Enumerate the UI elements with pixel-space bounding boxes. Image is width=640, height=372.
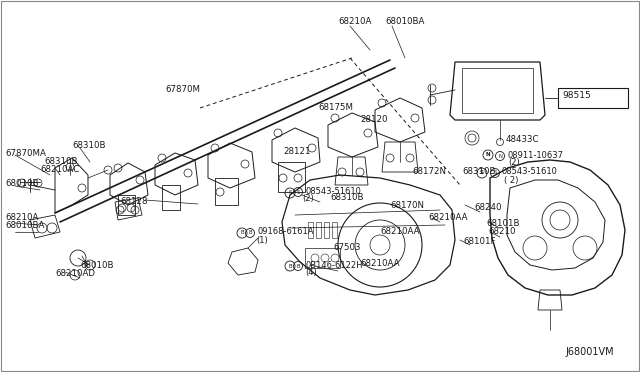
Text: 68210AA: 68210AA xyxy=(360,259,399,267)
Text: B: B xyxy=(248,231,252,235)
Text: 08543-51610: 08543-51610 xyxy=(502,167,558,176)
Text: B: B xyxy=(240,231,244,235)
Text: 67503: 67503 xyxy=(333,244,360,253)
Text: N: N xyxy=(486,153,490,157)
Text: 68240: 68240 xyxy=(474,203,502,212)
Text: (1): (1) xyxy=(256,235,268,244)
Text: 48433C: 48433C xyxy=(506,135,540,144)
Text: 68310B: 68310B xyxy=(44,157,77,166)
Text: 08911-10637: 08911-10637 xyxy=(507,151,563,160)
Text: 68010BA: 68010BA xyxy=(385,16,424,26)
Text: 68010B: 68010B xyxy=(5,180,38,189)
Text: ( 2): ( 2) xyxy=(504,176,518,185)
Text: (4): (4) xyxy=(305,269,317,278)
Text: 0B146-6122H: 0B146-6122H xyxy=(305,260,362,269)
Text: 68010B: 68010B xyxy=(80,260,113,269)
Text: 68210A: 68210A xyxy=(338,16,371,26)
Text: 68210: 68210 xyxy=(488,227,515,235)
Text: 68172N: 68172N xyxy=(412,167,446,176)
Text: 68210AC: 68210AC xyxy=(40,166,79,174)
Text: 98515: 98515 xyxy=(562,92,591,100)
Text: 68128: 68128 xyxy=(120,198,147,206)
Text: 68310B: 68310B xyxy=(72,141,106,150)
Text: 68101B: 68101B xyxy=(486,218,520,228)
Text: 67870MA: 67870MA xyxy=(5,148,46,157)
Text: 68175M: 68175M xyxy=(318,103,353,112)
Text: 09168-6161A: 09168-6161A xyxy=(257,228,314,237)
Text: 68010BA: 68010BA xyxy=(5,221,44,231)
Text: 68310B: 68310B xyxy=(330,193,364,202)
Text: 68210AD: 68210AD xyxy=(55,269,95,279)
Text: 68170N: 68170N xyxy=(390,201,424,209)
Text: S: S xyxy=(480,170,484,176)
Text: 68101F: 68101F xyxy=(463,237,495,246)
Text: 68310B: 68310B xyxy=(462,167,495,176)
Text: 28120: 28120 xyxy=(360,115,387,125)
Text: 67870M: 67870M xyxy=(165,84,200,93)
Text: 68210AA: 68210AA xyxy=(380,228,419,237)
Text: S: S xyxy=(296,189,300,195)
Text: N: N xyxy=(498,154,502,158)
Text: (2): (2) xyxy=(302,195,314,203)
Text: B: B xyxy=(296,263,300,269)
Text: 28121: 28121 xyxy=(283,148,310,157)
Text: 68210A: 68210A xyxy=(5,212,38,221)
Text: S: S xyxy=(493,170,497,176)
Text: S: S xyxy=(288,190,292,196)
Text: B: B xyxy=(288,263,292,269)
Text: J68001VM: J68001VM xyxy=(565,347,614,357)
Text: 68210AA: 68210AA xyxy=(428,214,467,222)
Text: 08543-51610: 08543-51610 xyxy=(305,186,361,196)
Text: (2): (2) xyxy=(508,158,520,167)
